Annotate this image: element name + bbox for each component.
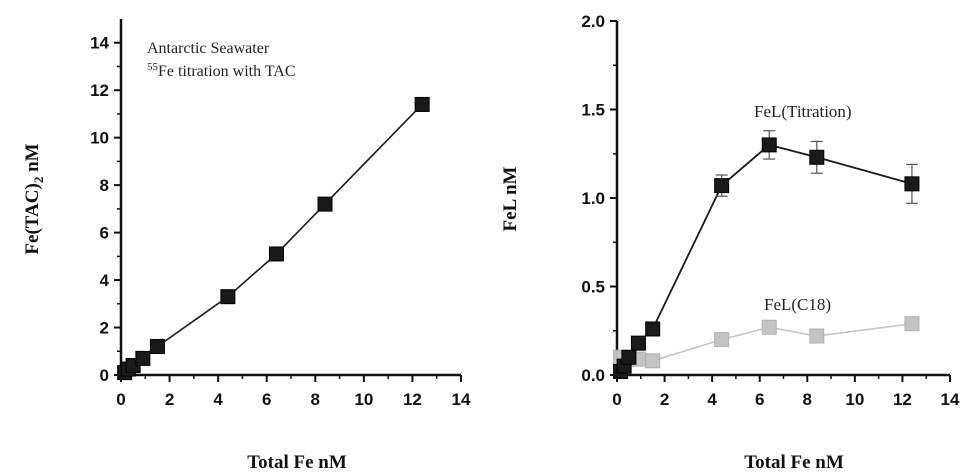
right-x-tick-label: 6 — [755, 390, 764, 409]
right-data-point — [714, 332, 730, 348]
left-data-point — [135, 350, 151, 366]
right-x-tick-label: 8 — [803, 390, 812, 409]
right-series-line — [619, 143, 913, 372]
left-y-tick-label: 10 — [90, 129, 109, 148]
left-data-point — [317, 196, 333, 212]
left-annotation-line1: Antarctic Seawater — [147, 40, 270, 57]
left-series-line — [124, 103, 423, 374]
left-y-tick-label: 14 — [90, 34, 109, 53]
right-y-tick-label: 0.0 — [581, 366, 605, 385]
left-x-tick-label: 4 — [213, 390, 223, 409]
right-data-point — [904, 176, 920, 192]
right-data-point — [714, 178, 730, 194]
right-data-point — [904, 316, 920, 332]
right-data-point — [809, 328, 825, 344]
left-chart: 0 2 4 6 8 10 12 14 0 2 4 6 8 10 12 14 Antarctic Seawate… — [22, 19, 471, 473]
left-y-tick-label: 4 — [100, 271, 110, 290]
left-y-tick-label: 6 — [100, 224, 109, 243]
right-chart: 0 2 4 6 8 10 12 14 0.0 0.5 1.0 1.5 2.0 FeL(Titration… — [500, 12, 960, 473]
right-x-tick-label: 10 — [845, 390, 864, 409]
right-y-axis-label: FeL nM — [500, 166, 521, 231]
right-y-tick-label: 1.5 — [581, 101, 605, 120]
left-x-tick-label: 12 — [403, 390, 422, 409]
right-data-point — [809, 149, 825, 165]
right-y-tick-label: 1.0 — [581, 189, 605, 208]
right-x-tick-label: 0 — [612, 390, 621, 409]
left-annotation-line2: 55Fe titration with TAC — [147, 61, 296, 80]
left-annotation-text: Fe titration with TAC — [158, 63, 296, 80]
left-x-tick-label: 10 — [354, 390, 373, 409]
right-x-tick-label: 14 — [941, 390, 960, 409]
right-y-tick-label: 2.0 — [581, 12, 605, 31]
right-series-label-c18: FeL(C18) — [764, 295, 831, 314]
right-x-tick-label: 12 — [893, 390, 912, 409]
left-y-axis-label-main: Fe(TAC) — [22, 183, 43, 254]
left-x-tick-label: 2 — [165, 390, 174, 409]
right-series-label-titration: FeL(Titration) — [754, 102, 852, 121]
right-y-tick-label: 0.5 — [581, 278, 605, 297]
right-data-point — [630, 335, 646, 351]
right-data-point — [621, 349, 637, 365]
right-data-point — [645, 321, 661, 337]
left-y-axis-label-unit: nM — [22, 143, 43, 176]
right-data-point — [761, 319, 777, 335]
right-data-point — [761, 137, 777, 153]
left-x-tick-label: 6 — [262, 390, 271, 409]
left-data-point — [220, 289, 236, 305]
left-y-axis-label-subscript: 2 — [31, 177, 46, 184]
right-x-tick-label: 2 — [660, 390, 669, 409]
left-x-tick-label: 14 — [452, 390, 471, 409]
left-x-tick-label: 8 — [311, 390, 320, 409]
left-x-tick-label: 0 — [116, 390, 125, 409]
right-data-point — [645, 353, 661, 369]
left-data-point — [149, 339, 165, 355]
right-x-tick-label: 4 — [707, 390, 717, 409]
left-data-point — [268, 246, 284, 262]
left-y-tick-label: 8 — [100, 176, 109, 195]
left-annotation-superscript: 55 — [147, 61, 159, 73]
left-data-point — [414, 96, 430, 112]
left-y-tick-label: 0 — [100, 366, 109, 385]
right-x-axis-label: Total Fe nM — [744, 452, 844, 473]
left-y-axis-label: Fe(TAC)2 nM — [22, 143, 46, 254]
left-y-tick-label: 2 — [100, 319, 109, 338]
left-x-axis-label: Total Fe nM — [247, 452, 347, 473]
left-y-tick-label: 12 — [90, 81, 109, 100]
